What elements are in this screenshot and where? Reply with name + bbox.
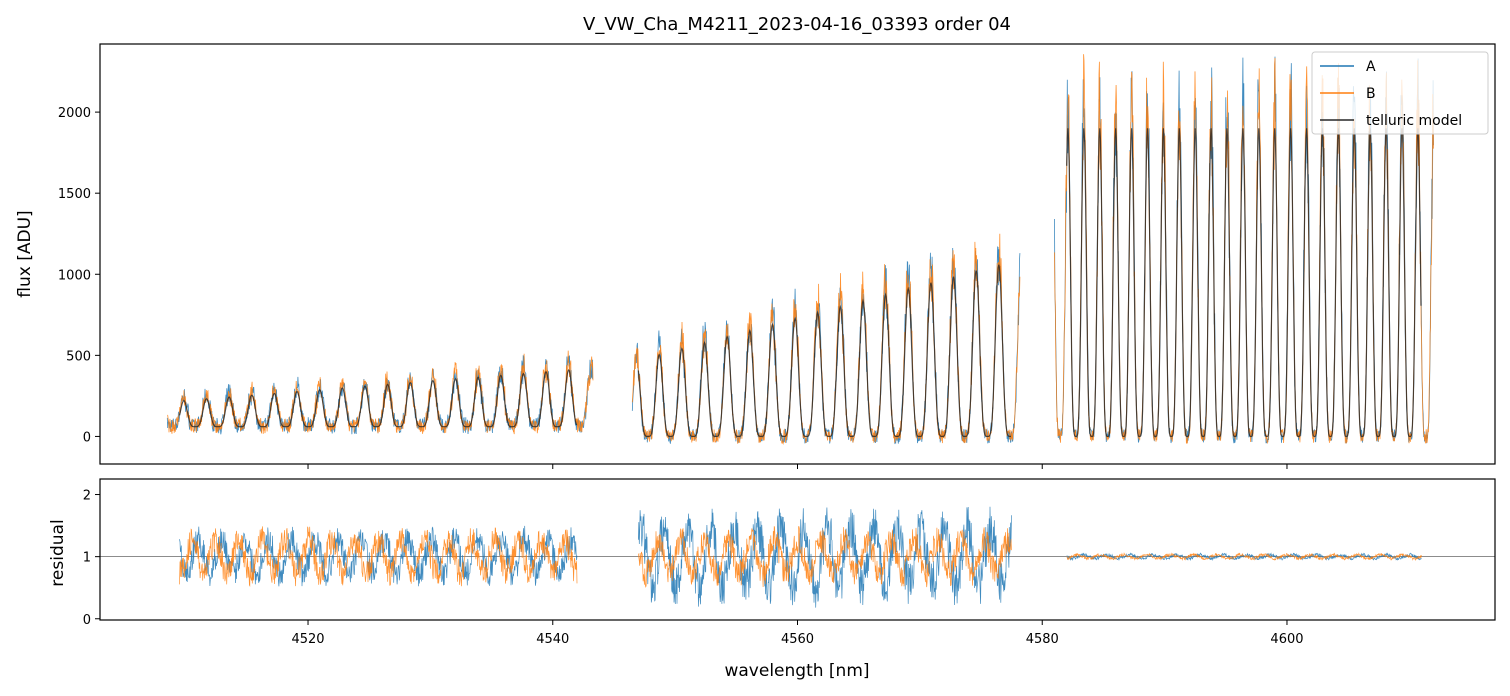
- chart-title: V_VW_Cha_M4211_2023-04-16_03393 order 04: [583, 14, 1011, 35]
- x-tick-label: 4580: [1026, 632, 1059, 647]
- residual-line-b: [1066, 552, 1422, 561]
- top-y-axis: 0 500 1000 1500 2000: [58, 106, 100, 445]
- y-tick-label: 0: [83, 613, 91, 628]
- bottom-y-axis-label: residual: [48, 519, 68, 586]
- y-tick-label: 2: [83, 489, 91, 504]
- top-plot-area: [166, 54, 1434, 446]
- residual-line-b: [638, 526, 1012, 588]
- x-tick-label: 4520: [291, 632, 324, 647]
- legend-entry-b: B: [1320, 86, 1376, 102]
- series-line-a: [631, 246, 1021, 445]
- series-line-a: [166, 355, 594, 435]
- legend-entry-telluric-model: telluric model: [1320, 113, 1462, 129]
- legend-label-telluric-model: telluric model: [1366, 113, 1462, 129]
- y-tick-label: 1500: [58, 187, 91, 202]
- top-x-axis: [307, 464, 1288, 469]
- legend-label-a: A: [1366, 59, 1376, 75]
- top-panel: 0 500 1000 1500 2000 flux [ADU] A B telluric…: [15, 43, 1496, 469]
- y-tick-label: 1: [83, 551, 91, 566]
- residual-line-b: [179, 526, 578, 587]
- x-tick-label: 4560: [781, 632, 814, 647]
- y-tick-label: 1000: [58, 268, 91, 283]
- y-tick-label: 0: [83, 430, 91, 445]
- y-tick-label: 2000: [58, 106, 91, 121]
- bottom-x-axis: 4520 4540 4560 4580 4600: [291, 620, 1304, 647]
- series-line-telluric-model: [1066, 128, 1422, 437]
- bottom-y-axis: 0 1 2: [83, 489, 100, 628]
- residual-line-a: [1066, 552, 1422, 562]
- legend-entry-a: A: [1320, 59, 1376, 75]
- top-y-axis-label: flux [ADU]: [15, 210, 35, 297]
- series-line-b: [631, 233, 1021, 446]
- bottom-plot-area: [100, 506, 1495, 608]
- legend-label-b: B: [1366, 86, 1376, 102]
- residual-line-a: [638, 506, 1012, 608]
- bottom-x-axis-label: wavelength [nm]: [724, 661, 869, 681]
- bottom-panel: 0 1 2 4520 4540 4560 4580 4600 residual wavele…: [48, 478, 1496, 681]
- x-tick-label: 4600: [1270, 632, 1303, 647]
- x-tick-label: 4540: [536, 632, 569, 647]
- y-tick-label: 500: [66, 349, 91, 364]
- series-line-telluric-model: [178, 368, 578, 428]
- legend-frame: [1311, 51, 1489, 135]
- legend: A B telluric model: [1311, 51, 1489, 135]
- series-line-telluric-model: [637, 264, 1011, 437]
